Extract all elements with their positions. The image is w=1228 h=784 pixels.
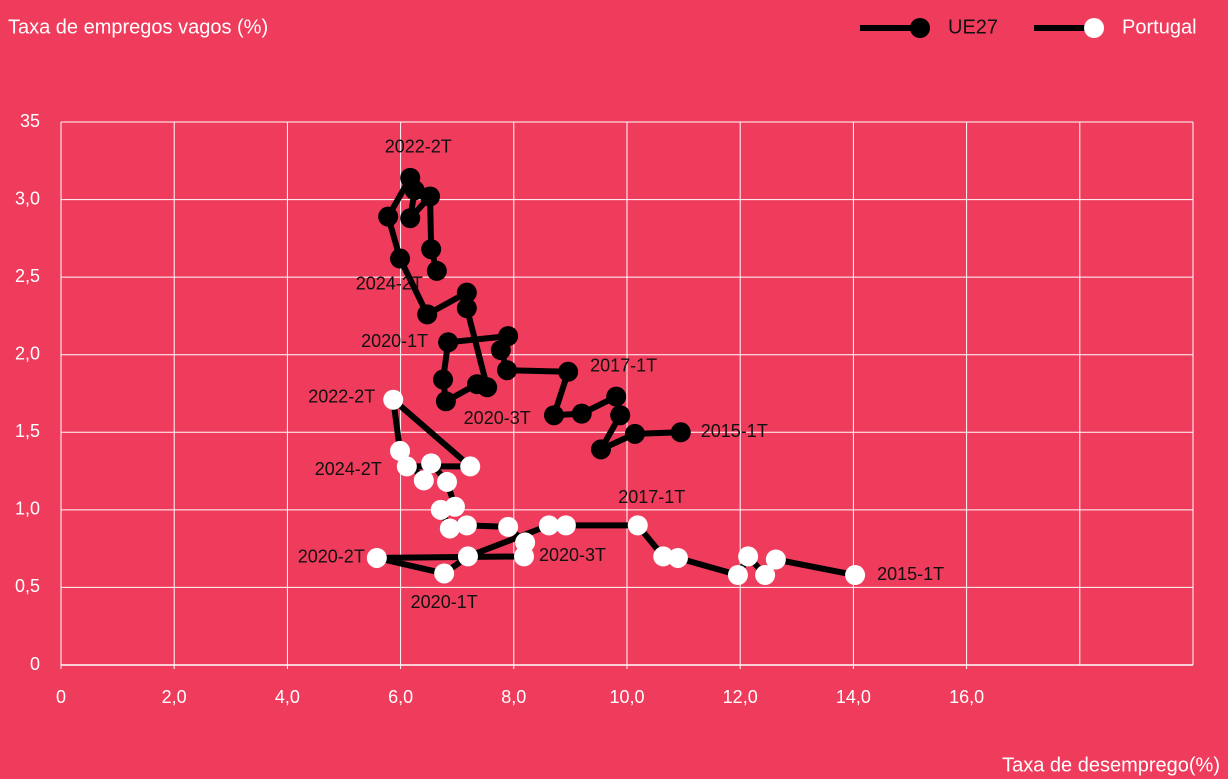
data-point xyxy=(456,298,477,319)
data-point xyxy=(421,453,442,474)
data-point xyxy=(555,515,576,536)
data-point xyxy=(653,546,674,567)
data-point xyxy=(413,470,434,491)
data-point xyxy=(366,547,387,568)
data-point xyxy=(435,391,456,412)
data-point xyxy=(610,405,631,426)
data-point xyxy=(667,547,688,568)
data-point xyxy=(727,565,748,586)
data-point xyxy=(438,332,459,353)
point-label: 2017-1T xyxy=(590,356,657,376)
point-label: 2024-2T xyxy=(315,459,382,479)
data-point xyxy=(498,516,519,537)
data-point xyxy=(396,456,417,477)
x-tick-label: 12,0 xyxy=(723,687,758,707)
y-tick-label: 2,0 xyxy=(15,343,40,363)
data-point xyxy=(571,403,592,424)
legend-label: Portugal xyxy=(1122,16,1197,38)
data-point xyxy=(456,515,477,536)
y-tick-label: 0,5 xyxy=(15,576,40,596)
point-label: 2015-1T xyxy=(701,421,768,441)
data-point xyxy=(515,532,536,553)
data-point xyxy=(383,389,404,410)
legend-label: UE27 xyxy=(948,16,998,38)
point-label: 2022-2T xyxy=(385,137,452,157)
data-point xyxy=(457,546,478,567)
data-point xyxy=(456,282,477,303)
data-point xyxy=(627,515,648,536)
x-tick-label: 10,0 xyxy=(609,687,644,707)
y-tick-label: 2,5 xyxy=(15,266,40,286)
point-label: 2024-2T xyxy=(356,274,423,294)
data-point xyxy=(390,248,411,269)
data-point xyxy=(477,377,498,398)
legend-marker xyxy=(1084,18,1105,38)
data-point xyxy=(498,326,519,347)
point-label: 2020-2T xyxy=(298,547,365,567)
data-point xyxy=(538,515,559,536)
data-point xyxy=(417,304,438,325)
data-point xyxy=(670,422,691,443)
y-axis-title: Taxa de empregos vagos (%) xyxy=(8,16,268,38)
point-label: 2020-3T xyxy=(539,545,606,565)
data-point xyxy=(400,208,421,229)
x-tick-label: 14,0 xyxy=(836,687,871,707)
data-point xyxy=(845,565,866,586)
point-label: 2022-2T xyxy=(308,386,375,406)
data-point xyxy=(755,565,776,586)
data-point xyxy=(420,186,441,207)
x-tick-label: 4,0 xyxy=(275,687,300,707)
y-tick-label: 1,5 xyxy=(15,421,40,441)
data-point xyxy=(606,386,627,407)
data-point xyxy=(434,563,455,584)
data-point xyxy=(439,518,460,539)
data-point xyxy=(460,456,481,477)
y-tick-label: 35 xyxy=(20,111,40,131)
x-tick-label: 2,0 xyxy=(162,687,187,707)
point-label: 2020-3T xyxy=(464,408,531,428)
data-point xyxy=(444,496,465,517)
y-tick-label: 0 xyxy=(30,654,40,674)
y-tick-label: 1,0 xyxy=(15,499,40,519)
data-point xyxy=(426,260,447,281)
data-point xyxy=(543,405,564,426)
data-point xyxy=(497,360,518,381)
x-tick-label: 0 xyxy=(56,687,66,707)
point-label: 2020-1T xyxy=(411,592,478,612)
data-point xyxy=(378,206,399,227)
data-point xyxy=(404,180,425,201)
y-tick-label: 3,0 xyxy=(15,188,40,208)
data-point xyxy=(437,471,458,492)
legend-marker xyxy=(910,18,930,38)
data-point xyxy=(738,546,759,567)
point-label: 2015-1T xyxy=(877,564,944,584)
x-axis-title: Taxa de desemprego(%) xyxy=(1002,754,1220,776)
point-label: 2020-1T xyxy=(361,331,428,351)
x-tick-label: 6,0 xyxy=(388,687,413,707)
data-point xyxy=(421,239,442,260)
data-point xyxy=(390,440,411,461)
x-tick-label: 16,0 xyxy=(949,687,984,707)
data-point xyxy=(433,369,454,390)
point-label: 2017-1T xyxy=(618,487,685,507)
data-point xyxy=(558,361,579,382)
data-point xyxy=(624,423,645,444)
data-point xyxy=(765,549,786,570)
x-tick-label: 8,0 xyxy=(501,687,526,707)
data-point xyxy=(590,439,611,460)
